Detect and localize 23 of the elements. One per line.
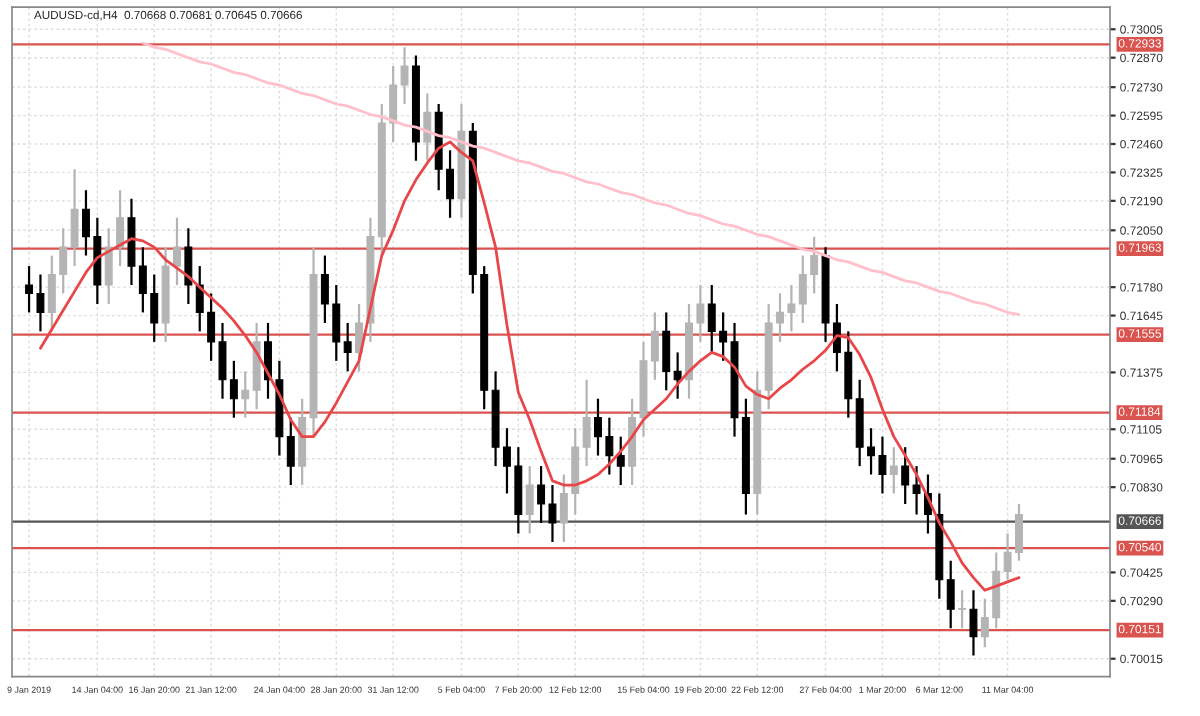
candlestick <box>343 321 352 373</box>
candlestick <box>184 227 193 306</box>
candlestick <box>889 446 898 495</box>
candlestick <box>116 189 125 268</box>
line-series <box>39 140 1021 592</box>
candlestick <box>662 311 671 392</box>
candlestick <box>423 92 432 162</box>
candlestick <box>958 589 967 630</box>
candlestick <box>912 464 921 516</box>
candlestick <box>673 351 682 400</box>
candlestick <box>901 446 910 506</box>
candlestick <box>173 216 181 287</box>
candlestick <box>616 435 625 487</box>
candlestick <box>104 227 113 306</box>
candlestick <box>582 378 591 468</box>
candlestick <box>525 464 534 535</box>
candlestick <box>946 559 955 630</box>
candlestick <box>70 168 79 268</box>
line-series <box>141 41 1021 316</box>
candlestick <box>286 416 295 487</box>
candlestick <box>355 302 364 373</box>
candlestick <box>241 370 250 419</box>
candlestick <box>969 589 978 657</box>
